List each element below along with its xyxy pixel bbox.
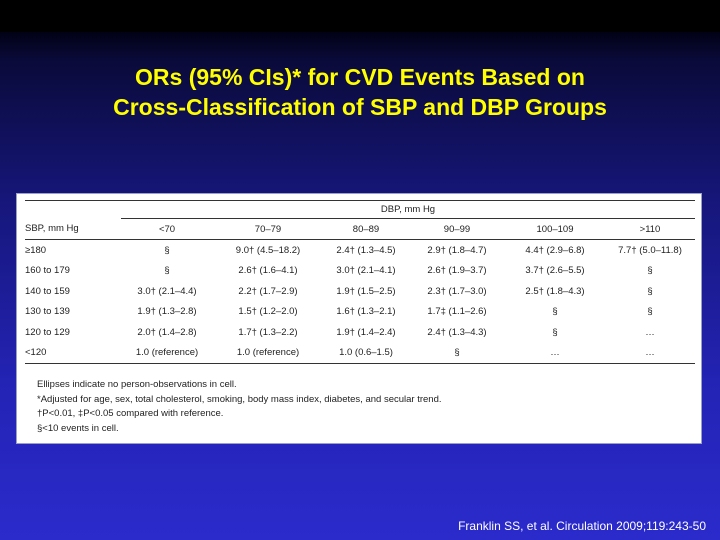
table-cell: 2.6† (1.6–4.1) — [238, 265, 298, 277]
table-cell: 1.7† (1.3–2.2) — [238, 326, 298, 338]
table-cell: § — [647, 285, 653, 297]
header-row-columns: SBP, mm Hg <70 70–79 80–89 90–99 100–109… — [25, 218, 695, 240]
table-cell: 3.7† (2.6–5.5) — [525, 265, 585, 277]
footnote-events: §<10 events in cell. — [37, 422, 119, 434]
table-cell: § — [552, 326, 558, 338]
table-cell: § — [164, 265, 170, 277]
table-cell: 2.0† (1.4–2.8) — [137, 326, 197, 338]
table-cell: 2.4† (1.3–4.3) — [427, 326, 487, 338]
table-cell: § — [409, 342, 505, 364]
header-row-group: DBP, mm Hg — [25, 201, 695, 219]
odds-ratio-table: DBP, mm Hg SBP, mm Hg <70 70–79 80–89 90… — [25, 200, 695, 364]
column-header: 90–99 — [409, 218, 505, 240]
table-cell: 2.5† (1.8–4.3) — [525, 285, 585, 297]
table-cell: 2.3† (1.7–3.0) — [427, 285, 487, 297]
table-cell: 1.7‡ (1.1–2.6) — [427, 306, 487, 318]
row-label: 140 to 159 — [25, 285, 70, 297]
table-cell: § — [647, 306, 653, 318]
table-row: 120 to 129 2.0† (1.4–2.8) 1.7† (1.3–2.2)… — [25, 322, 695, 343]
table-cell: … — [505, 342, 605, 364]
table-top-rule — [25, 200, 695, 201]
table-cell: 2.2† (1.7–2.9) — [238, 285, 298, 297]
title-line-1: ORs (95% CIs)* for CVD Events Based on — [135, 64, 585, 90]
footnote-significance: †P<0.01, ‡P<0.05 compared with reference… — [37, 408, 224, 419]
footnote-ellipses: Ellipses indicate no person-observations… — [37, 379, 237, 390]
table-row: 160 to 179 § 2.6† (1.6–4.1) 3.0† (2.1–4.… — [25, 261, 695, 282]
slide-title: ORs (95% CIs)* for CVD Events Based on C… — [0, 62, 720, 122]
table-cell: 9.0† (4.5–18.2) — [235, 244, 301, 256]
column-header: >110 — [605, 218, 695, 240]
row-label: 160 to 179 — [25, 265, 70, 277]
citation: Franklin SS, et al. Circulation 2009;119… — [458, 519, 706, 533]
table-cell: § — [164, 244, 170, 256]
dbp-group-header: DBP, mm Hg — [121, 201, 695, 219]
table-cell: 1.5† (1.2–2.0) — [238, 306, 298, 318]
table-cell: 1.0 (reference) — [213, 342, 323, 364]
table-cell: 2.4† (1.3–4.5) — [336, 244, 396, 256]
top-band — [0, 0, 720, 32]
row-label: ≥180 — [25, 244, 47, 256]
table-row: 130 to 139 1.9† (1.3–2.8) 1.5† (1.2–2.0)… — [25, 302, 695, 323]
table-cell: 3.0† (2.1–4.4) — [137, 285, 197, 297]
table-panel: DBP, mm Hg SBP, mm Hg <70 70–79 80–89 90… — [16, 193, 702, 444]
table-cell: 1.9† (1.3–2.8) — [137, 306, 197, 318]
table-cell: 1.9† (1.5–2.5) — [336, 285, 396, 297]
table-row: ≥180 § 9.0† (4.5–18.2) 2.4† (1.3–4.5) 2.… — [25, 240, 695, 261]
table-cell: … — [645, 326, 655, 338]
table-row: 140 to 159 3.0† (2.1–4.4) 2.2† (1.7–2.9)… — [25, 281, 695, 302]
footnote-adjusted: *Adjusted for age, sex, total cholestero… — [37, 393, 442, 405]
table-cell: 3.0† (2.1–4.1) — [336, 265, 396, 277]
table-cell: 1.6† (1.3–2.1) — [336, 306, 396, 318]
column-header: 80–89 — [323, 218, 409, 240]
table-cell: 2.9† (1.8–4.7) — [427, 244, 487, 256]
table-cell: § — [552, 306, 558, 318]
column-header: <70 — [121, 218, 213, 240]
table-cell: … — [605, 342, 695, 364]
table-cell: § — [647, 265, 653, 277]
table-cell: 7.7† (5.0–11.8) — [618, 244, 682, 256]
title-line-2: Cross-Classification of SBP and DBP Grou… — [113, 94, 607, 120]
table-cell: 1.9† (1.4–2.4) — [336, 326, 396, 338]
table-cell: 1.0 (0.6–1.5) — [323, 342, 409, 364]
table-cell: 4.4† (2.9–6.8) — [525, 244, 585, 256]
row-label: 130 to 139 — [25, 306, 70, 318]
column-header: 70–79 — [213, 218, 323, 240]
table-cell: 2.6† (1.9–3.7) — [427, 265, 487, 277]
row-label: <120 — [25, 342, 121, 364]
sbp-row-header: SBP, mm Hg — [25, 218, 121, 240]
column-header: 100–109 — [505, 218, 605, 240]
row-label: 120 to 129 — [25, 326, 70, 338]
table-footnotes: Ellipses indicate no person-observations… — [37, 378, 442, 436]
table-row: <120 1.0 (reference) 1.0 (reference) 1.0… — [25, 342, 695, 364]
table-cell: 1.0 (reference) — [121, 342, 213, 364]
